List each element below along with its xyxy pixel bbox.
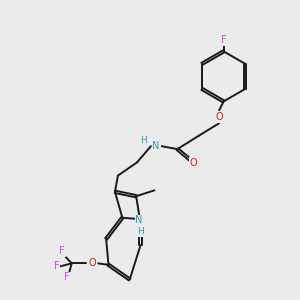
Text: O: O — [215, 112, 223, 122]
Text: F: F — [221, 35, 226, 45]
Text: N: N — [135, 215, 143, 225]
Text: H: H — [137, 227, 144, 236]
Text: F: F — [54, 261, 59, 271]
Text: N: N — [152, 141, 160, 151]
Text: F: F — [64, 272, 70, 283]
Text: F: F — [59, 246, 65, 256]
Text: O: O — [190, 158, 197, 168]
Text: H: H — [140, 136, 147, 146]
Text: O: O — [88, 258, 96, 268]
